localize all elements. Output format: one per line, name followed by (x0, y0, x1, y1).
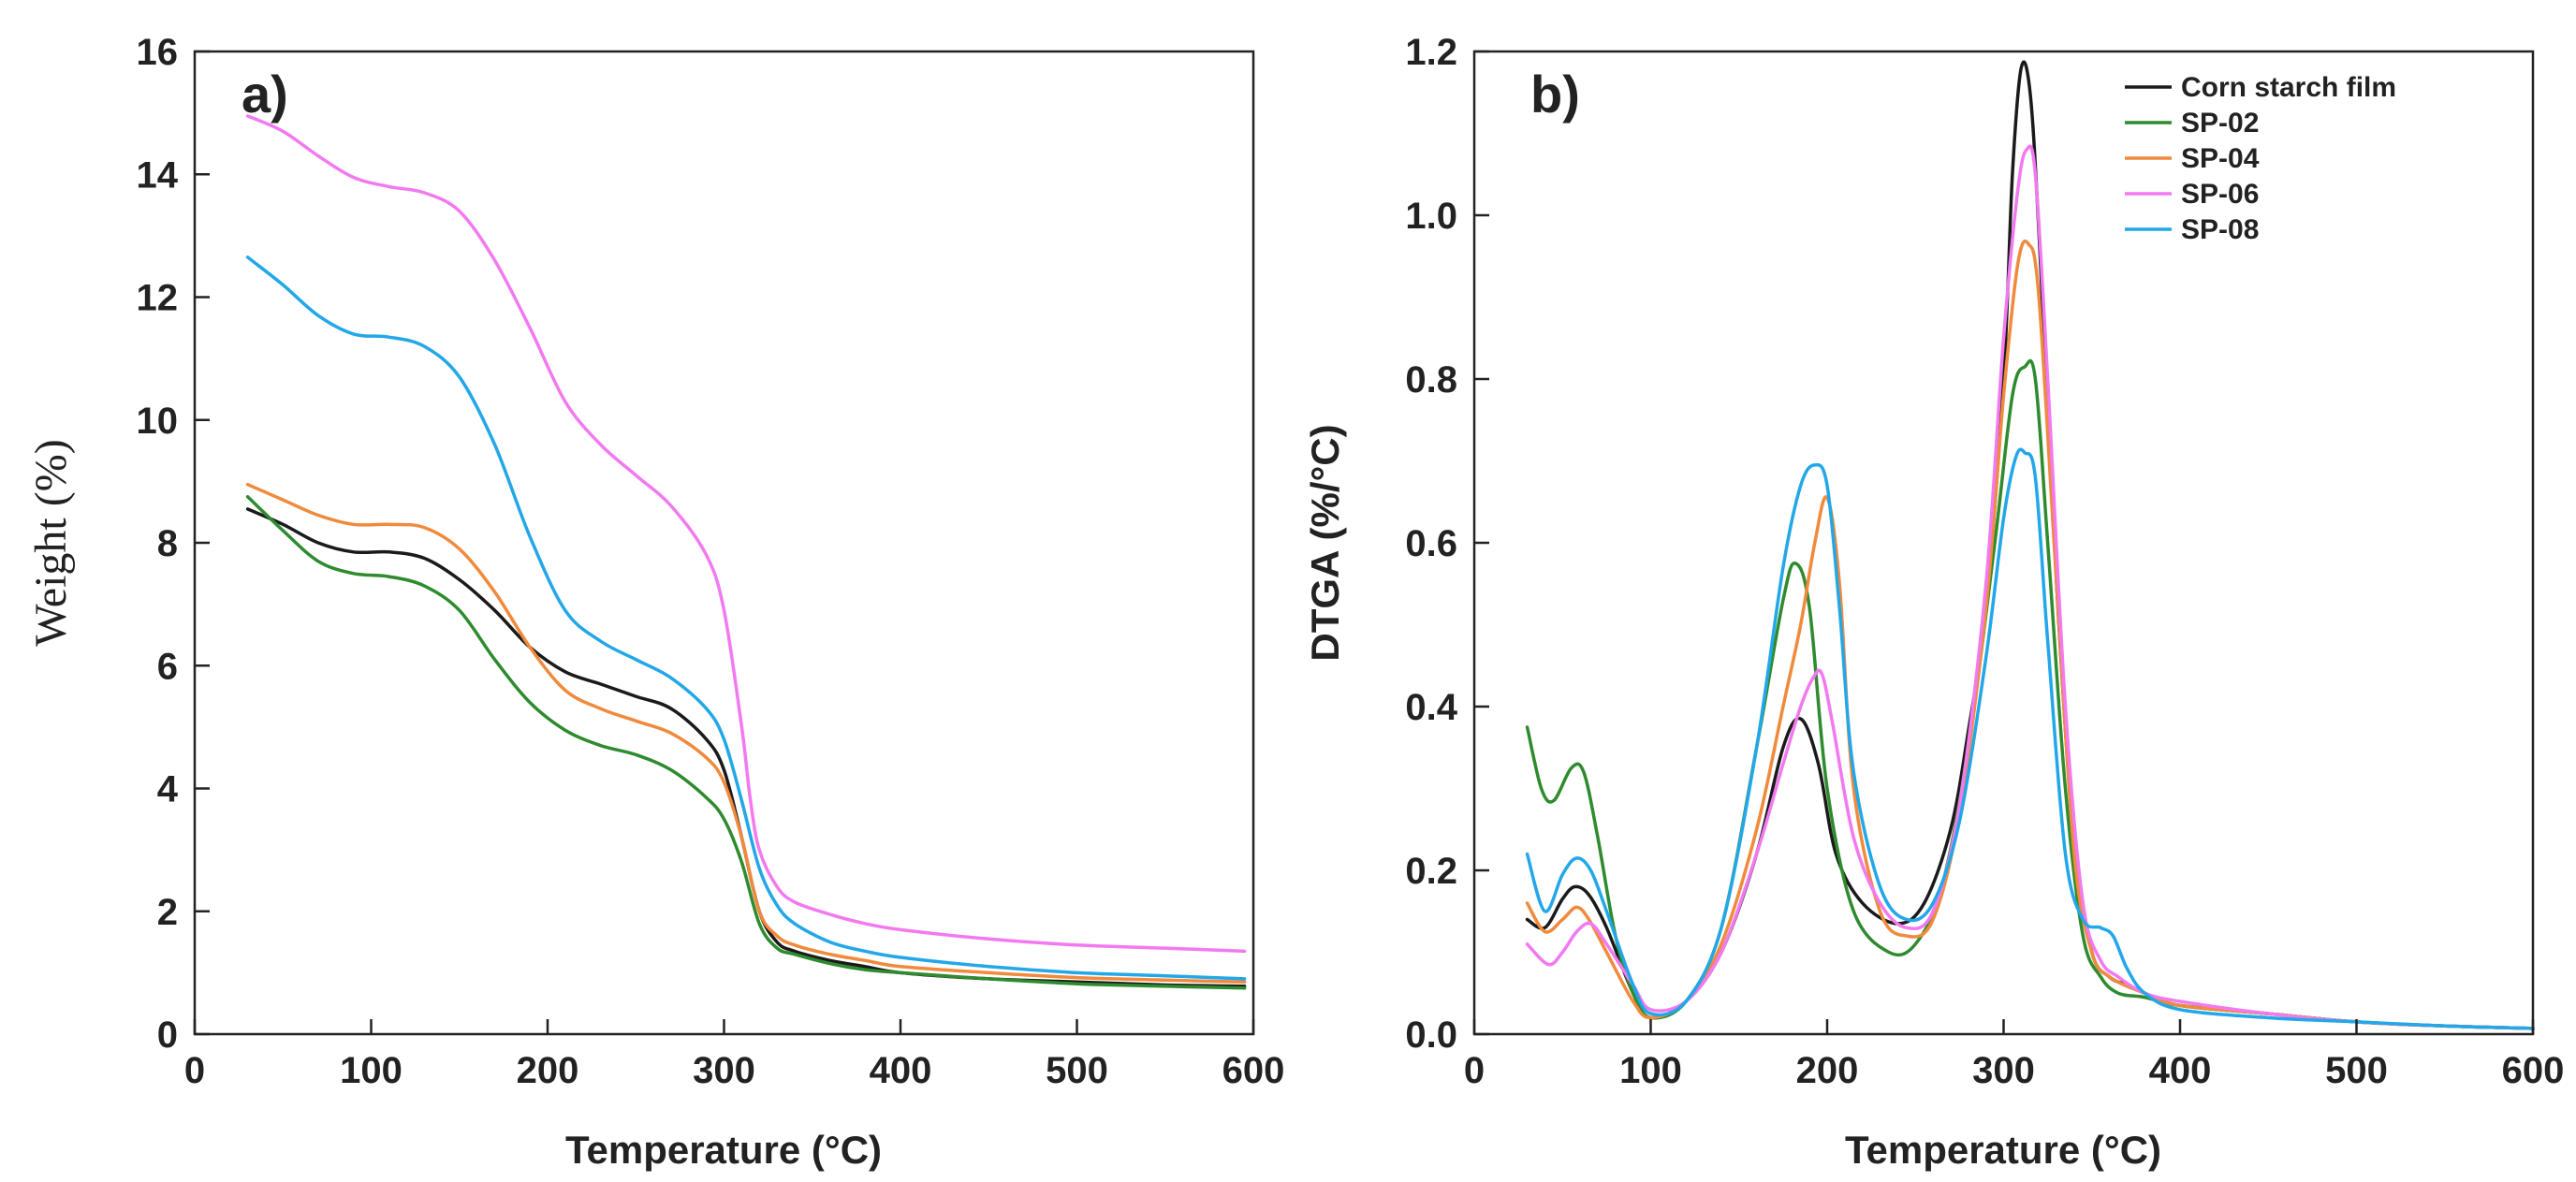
panel-b-x-tick-label: 600 (2502, 1050, 2565, 1091)
panel-a-x-tick-label: 600 (1222, 1050, 1285, 1091)
panel-a-ticks: 0 100 200 300 400 500 600 0 2 4 6 8 10 12 14 16 (137, 32, 1285, 1091)
panel-b-x-tick-label: 0 (1464, 1050, 1485, 1091)
panel-a-y-tick-label: 4 (157, 769, 179, 810)
panel-a-y-tick-label: 14 (137, 154, 179, 196)
panel-a-x-tick-label: 100 (340, 1050, 402, 1091)
panel-b-y-tick-label: 1.0 (1405, 196, 1457, 237)
panel-b-y-tick-label: 1.2 (1405, 32, 1457, 73)
panel-b-series-sp-06 (1525, 144, 2535, 1030)
panel-a-series-sp-04 (245, 482, 1247, 984)
panel-a-y-tick-label: 12 (137, 278, 179, 319)
panel-a-chart: 0 100 200 300 400 500 600 0 2 4 6 8 10 12 14 16 a) Temp… (26, 32, 1284, 1172)
panel-b-x-tick-label: 100 (1619, 1050, 1682, 1091)
panel-b-y-tick-label: 0.8 (1405, 359, 1457, 401)
panel-b-ticks: 0 100 200 300 400 500 600 0.0 0.2 0.4 0.6 0.8 1.0 1.2 (1405, 32, 2564, 1091)
panel-b-x-tick-label: 200 (1796, 1050, 1859, 1091)
panel-a-y-tick-label: 8 (157, 523, 178, 564)
panel-a-y-tick-label: 2 (157, 892, 178, 933)
legend-label-corn-starch-film: Corn starch film (2181, 72, 2396, 103)
panel-a-x-axis-title: Temperature (°C) (565, 1128, 882, 1172)
panel-b-x-tick-label: 500 (2325, 1050, 2388, 1091)
panel-a-label: a) (242, 65, 288, 124)
panel-b-legend: Corn starch film SP-02 SP-04 SP-06 SP-08 (2125, 72, 2396, 245)
panel-b-series-group (1525, 60, 2535, 1030)
panel-a-series-sp-06 (245, 114, 1247, 954)
panel-b-background (1474, 51, 2533, 1034)
panel-a-series-group (245, 114, 1247, 990)
panel-a-x-tick-label: 500 (1046, 1050, 1108, 1091)
panel-b-label: b) (1530, 65, 1580, 124)
panel-a-x-tick-label: 0 (184, 1050, 205, 1091)
panel-b-series-sp-04 (1525, 240, 2535, 1030)
panel-b-x-axis-title: Temperature (°C) (1845, 1128, 2161, 1172)
panel-b-y-tick-label: 0.6 (1405, 523, 1457, 564)
panel-a-background (195, 51, 1253, 1034)
legend-label-sp-04: SP-04 (2181, 143, 2260, 174)
panel-a-x-tick-label: 300 (693, 1050, 755, 1091)
panel-a-series-sp-02 (245, 495, 1247, 990)
panel-a-x-tick-label: 200 (517, 1050, 579, 1091)
panel-b-y-axis-title: DTGA (%/°C) (1303, 424, 1347, 661)
panel-a-series-sp-08 (245, 255, 1247, 981)
panel-b-x-tick-label: 400 (2149, 1050, 2212, 1091)
panel-a-x-tick-label: 400 (870, 1050, 932, 1091)
legend-label-sp-08: SP-08 (2181, 214, 2259, 245)
panel-b-y-tick-label: 0.2 (1405, 851, 1457, 892)
panel-b-series-sp-08 (1525, 447, 2535, 1030)
panel-b-y-tick-label: 0.0 (1405, 1014, 1457, 1056)
legend-label-sp-02: SP-02 (2181, 108, 2259, 139)
panel-b-y-tick-label: 0.4 (1405, 687, 1457, 728)
panel-b-x-tick-label: 300 (1972, 1050, 2035, 1091)
panel-a-y-tick-label: 10 (137, 401, 179, 442)
panel-a-y-tick-label: 16 (137, 32, 179, 73)
panel-a-y-axis-title: Weight (%) (26, 439, 76, 646)
legend-label-sp-06: SP-06 (2181, 179, 2259, 210)
panel-a-y-tick-label: 0 (157, 1014, 178, 1056)
panel-b-chart: 0 100 200 300 400 500 600 0.0 0.2 0.4 0.6 0.8 1.0 1.2… (1303, 32, 2564, 1172)
panel-a-y-tick-label: 6 (157, 646, 178, 687)
